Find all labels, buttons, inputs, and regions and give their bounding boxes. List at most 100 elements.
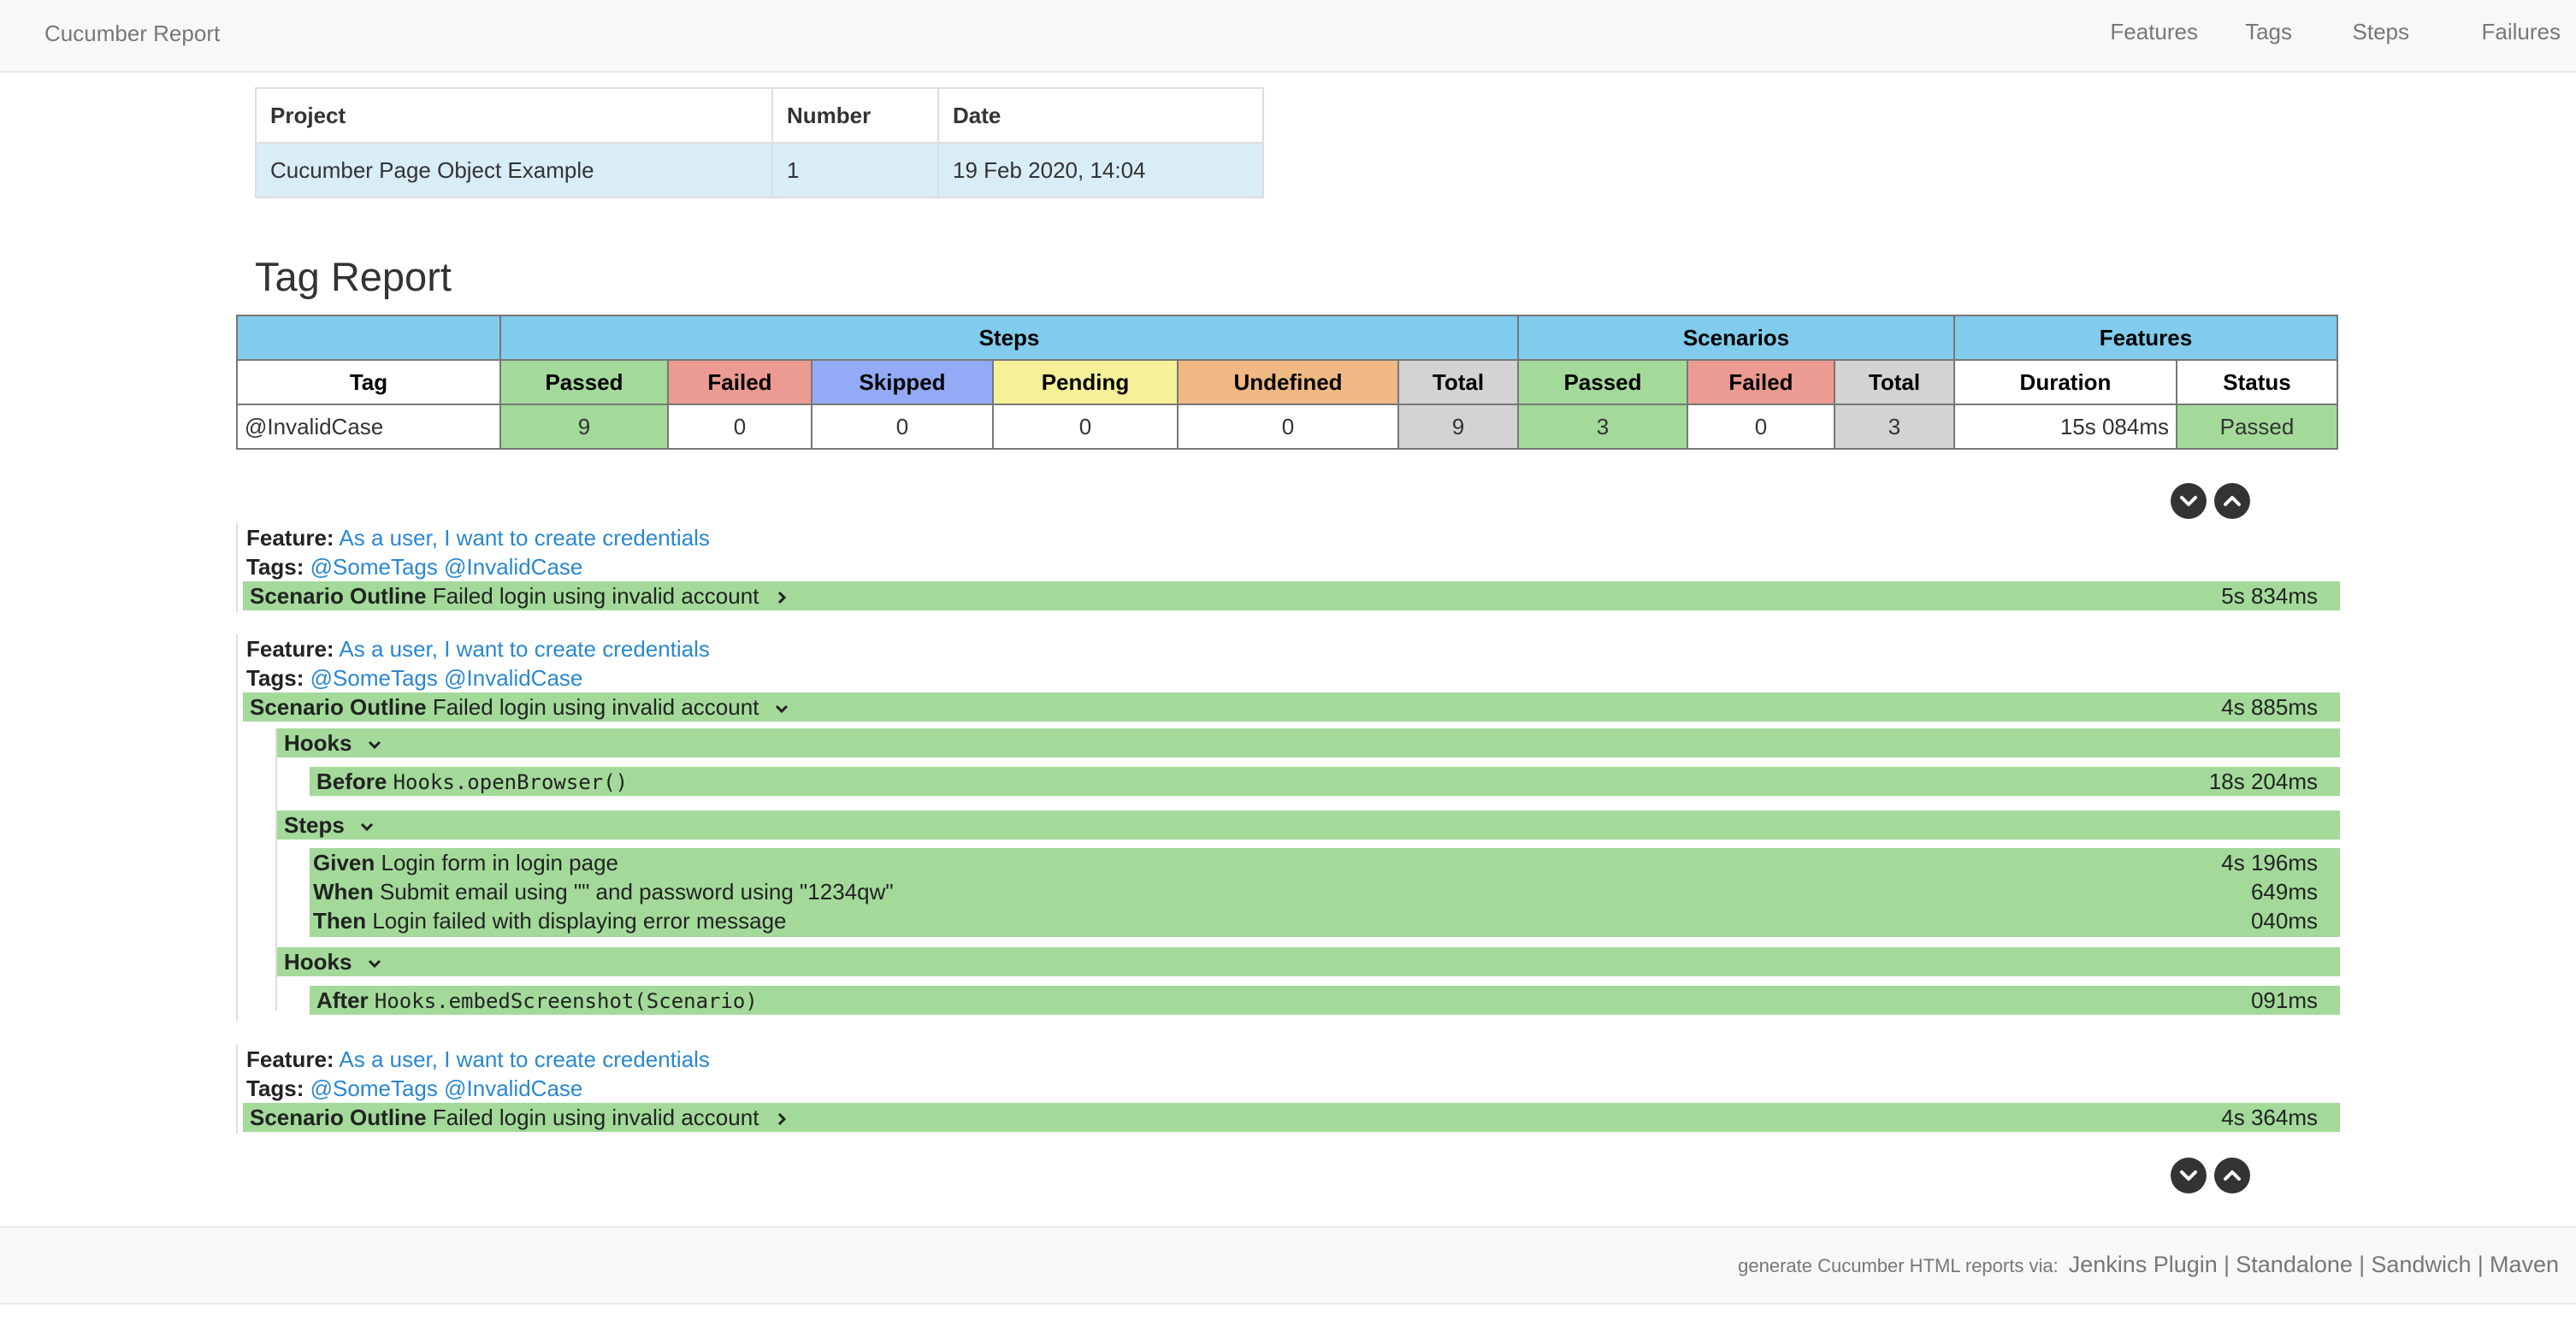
tags-links[interactable]: @SomeTags @InvalidCase	[310, 1075, 583, 1101]
step-keyword: Given	[313, 850, 375, 875]
feature-block: Feature: As a user, I want to create cre…	[236, 523, 2340, 612]
feature-link[interactable]: As a user, I want to create credentials	[339, 636, 710, 662]
chevron-down-icon[interactable]	[367, 737, 382, 752]
feature-tags: Tags: @SomeTags @InvalidCase	[246, 1074, 582, 1103]
footer-link-jenkins[interactable]: Jenkins Plugin	[2068, 1252, 2218, 1277]
footer-separator: |	[2359, 1252, 2366, 1277]
chevron-down-icon[interactable]	[774, 701, 789, 716]
col-steps-pending[interactable]: Pending	[992, 359, 1179, 405]
navbar: Cucumber Report Features Tags Steps Fail…	[0, 0, 2576, 73]
before-hook-duration: 18s 204ms	[2208, 769, 2318, 794]
hooks-after-bar[interactable]: Hooks	[277, 947, 2340, 976]
list-item: When Submit email using "" and password …	[313, 877, 2318, 906]
step-name: Login failed with displaying error messa…	[372, 908, 787, 934]
feature-label: Feature:	[246, 636, 334, 662]
steps-bar[interactable]: Steps	[277, 810, 2340, 840]
tags-links[interactable]: @SomeTags @InvalidCase	[310, 554, 583, 580]
chevron-up-icon	[2224, 496, 2241, 506]
chevron-down-icon	[2180, 1170, 2197, 1181]
feature-tags: Tags: @SomeTags @InvalidCase	[246, 663, 582, 692]
col-steps-skipped[interactable]: Skipped	[811, 359, 994, 405]
stats-header-empty	[236, 315, 501, 361]
nav-link-tags[interactable]: Tags	[2245, 19, 2292, 44]
collapse-all-button-bottom[interactable]	[2214, 1158, 2250, 1193]
cell-steps-passed: 9	[499, 404, 669, 450]
status-badge: Passed	[2176, 404, 2338, 450]
footer-label: generate Cucumber HTML reports via:	[1738, 1255, 2059, 1276]
nav-link-features[interactable]: Features	[2110, 19, 2198, 44]
feature-link[interactable]: As a user, I want to create credentials	[339, 1046, 710, 1072]
feature-label: Feature:	[246, 1046, 334, 1072]
footer-link-standalone[interactable]: Standalone	[2236, 1252, 2353, 1277]
before-keyword: Before	[316, 769, 387, 794]
chevron-right-icon[interactable]	[774, 1111, 789, 1127]
stats-header-features: Features	[1953, 315, 2338, 361]
col-scenarios-total[interactable]: Total	[1834, 359, 1955, 405]
tags-label: Tags:	[246, 1075, 304, 1101]
build-date: 19 Feb 2020, 14:04	[937, 142, 1264, 198]
col-steps-passed[interactable]: Passed	[499, 359, 669, 405]
tag-stats-table: Steps Scenarios Features Tag Passed Fail…	[236, 315, 2338, 450]
chevron-down-icon	[2180, 496, 2197, 506]
feature-title: Feature: As a user, I want to create cre…	[246, 523, 710, 552]
feature-link[interactable]: As a user, I want to create credentials	[339, 525, 710, 551]
cell-scenarios-failed: 0	[1687, 404, 1835, 450]
scenario-name: Failed login using invalid account	[432, 1105, 759, 1130]
after-hook-row: After Hooks.embedScreenshot(Scenario) 09…	[310, 986, 2340, 1015]
scenario-name: Failed login using invalid account	[432, 694, 759, 720]
col-steps-undefined[interactable]: Undefined	[1177, 359, 1399, 405]
col-tag[interactable]: Tag	[236, 359, 501, 405]
col-duration[interactable]: Duration	[1953, 359, 2177, 405]
col-scenarios-failed[interactable]: Failed	[1687, 359, 1835, 405]
footer-separator: |	[2477, 1252, 2484, 1277]
nav-link-steps[interactable]: Steps	[2352, 19, 2410, 44]
build-number: 1	[771, 142, 939, 198]
step-name: Login form in login page	[381, 850, 619, 875]
hooks-label: Hooks	[284, 949, 352, 975]
col-steps-total[interactable]: Total	[1397, 359, 1519, 405]
footer-link-maven[interactable]: Maven	[2489, 1252, 2559, 1277]
scenario-bar[interactable]: Scenario Outline Failed login using inva…	[243, 1103, 2340, 1132]
after-hook-duration: 091ms	[2250, 987, 2318, 1013]
scenario-name: Failed login using invalid account	[432, 583, 759, 609]
feature-title: Feature: As a user, I want to create cre…	[246, 1045, 710, 1074]
chevron-right-icon[interactable]	[774, 590, 789, 605]
feature-block: Feature: As a user, I want to create cre…	[236, 1045, 2340, 1134]
footer-link-sandwich[interactable]: Sandwich	[2371, 1252, 2472, 1277]
col-steps-failed[interactable]: Failed	[667, 359, 812, 405]
chevron-up-icon	[2224, 1170, 2241, 1181]
chevron-down-icon[interactable]	[367, 956, 382, 971]
indent-guide	[275, 728, 277, 1011]
collapse-all-button[interactable]	[2214, 483, 2250, 519]
brand-link[interactable]: Cucumber Report	[44, 21, 221, 46]
scenario-keyword: Scenario Outline	[250, 583, 427, 609]
step-duration: 4s 196ms	[2221, 850, 2318, 875]
list-item: Given Login form in login page 4s 196ms	[313, 848, 2318, 877]
feature-tags: Tags: @SomeTags @InvalidCase	[246, 552, 582, 581]
scenario-bar[interactable]: Scenario Outline Failed login using inva…	[243, 692, 2340, 722]
footer-content: generate Cucumber HTML reports via: Jenk…	[1738, 1252, 2559, 1278]
build-header-number: Number	[771, 87, 939, 144]
expand-all-button-bottom[interactable]	[2171, 1158, 2207, 1193]
chevron-down-icon[interactable]	[359, 819, 375, 834]
hooks-label: Hooks	[284, 730, 352, 756]
hooks-before-bar[interactable]: Hooks	[277, 728, 2340, 757]
col-status[interactable]: Status	[2176, 359, 2338, 405]
scenario-duration: 5s 834ms	[2221, 583, 2318, 609]
step-name: Submit email using "" and password using…	[380, 879, 894, 905]
build-header-date: Date	[937, 87, 1264, 144]
stats-header-steps: Steps	[499, 315, 1519, 361]
scenario-bar[interactable]: Scenario Outline Failed login using inva…	[243, 581, 2340, 610]
scenario-keyword: Scenario Outline	[250, 694, 427, 720]
footer-links: Jenkins Plugin | Standalone | Sandwich |…	[2069, 1252, 2559, 1278]
expand-all-button[interactable]	[2171, 483, 2207, 519]
build-info-table: Project Number Date Cucumber Page Object…	[255, 87, 1264, 198]
step-keyword: When	[313, 879, 374, 905]
col-scenarios-passed[interactable]: Passed	[1517, 359, 1688, 405]
nav-link-failures[interactable]: Failures	[2481, 19, 2561, 44]
footer: generate Cucumber HTML reports via: Jenk…	[0, 1226, 2576, 1305]
tag-link[interactable]: @InvalidCase	[236, 404, 501, 450]
cell-steps-undefined: 0	[1177, 404, 1399, 450]
tags-links[interactable]: @SomeTags @InvalidCase	[310, 665, 583, 691]
footer-separator: |	[2224, 1252, 2230, 1277]
